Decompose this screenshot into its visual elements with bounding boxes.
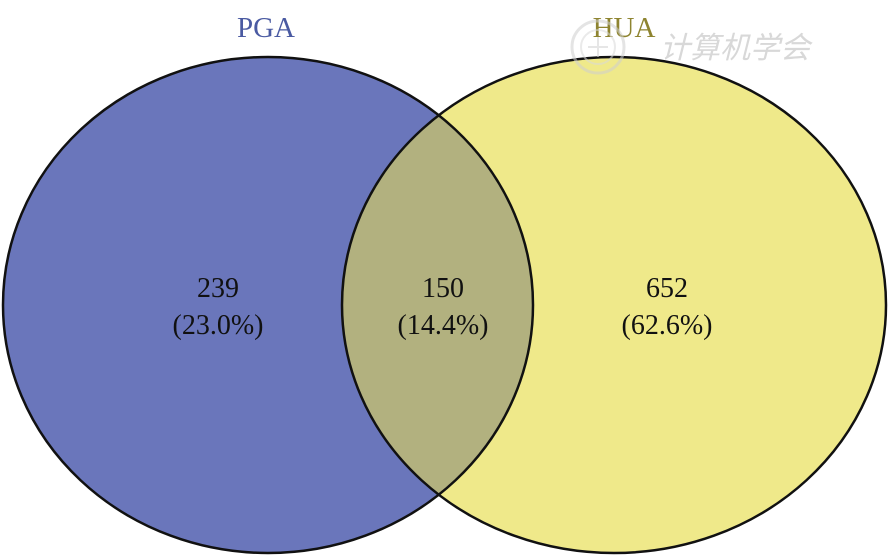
hua-only-percent: (62.6%) <box>622 310 713 341</box>
hua-circle-outline <box>340 55 888 555</box>
intersection-count: 150 <box>422 273 464 304</box>
intersection-region <box>342 57 533 553</box>
pga-circle-outline <box>1 55 535 555</box>
intersection-percent: (14.4%) <box>398 310 489 341</box>
watermark-text: 计算机学会 <box>660 31 813 66</box>
pga-only-count: 239 <box>197 273 239 304</box>
seal-logo-icon <box>570 19 626 75</box>
hua-only-count: 652 <box>646 273 688 304</box>
pga-set-label: PGA <box>237 12 295 44</box>
pga-only-percent: (23.0%) <box>173 310 264 341</box>
